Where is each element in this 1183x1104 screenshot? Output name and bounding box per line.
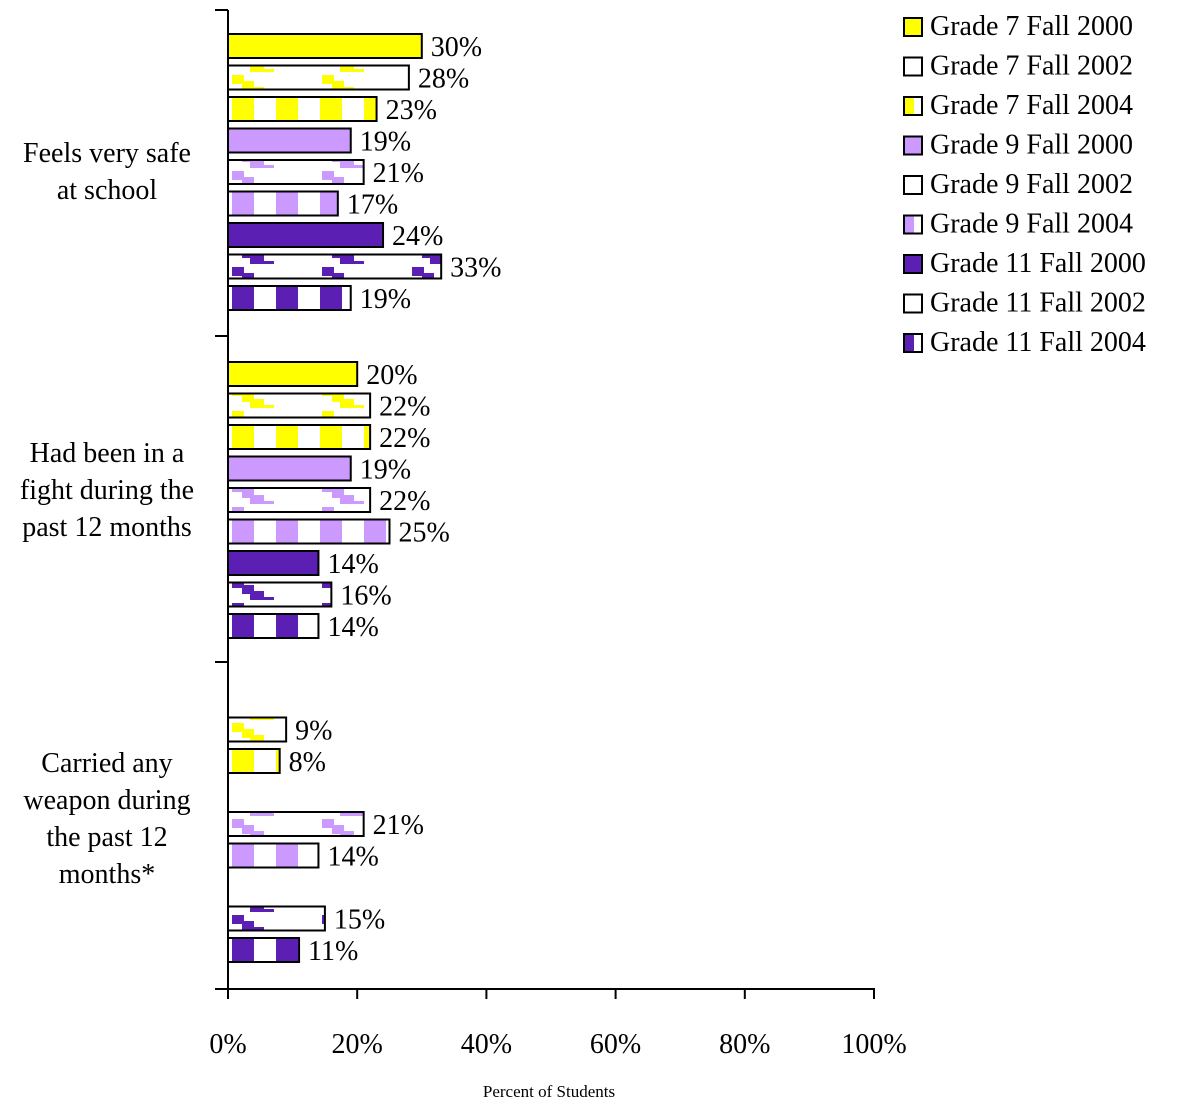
- legend-item-grade-11-fall-2000: Grade 11 Fall 2000: [903, 248, 1146, 279]
- value-label-grade-9-fall-2004-cat-1: 17%: [347, 190, 398, 221]
- bar-grade-11-fall-2004-cat-3: [227, 937, 301, 963]
- value-label-grade-11-fall-2004-cat-3: 11%: [308, 936, 358, 967]
- bar-grade-9-fall-2000-cat-2: [227, 455, 352, 482]
- bar-grade-11-fall-2004-cat-2: [227, 613, 320, 639]
- value-labels-layer: 30%28%23%19%21%17%24%33%19%20%22%22%19%2…: [289, 32, 502, 967]
- legend-item-grade-11-fall-2002: Grade 11 Fall 2002: [903, 288, 1146, 319]
- legend-label: Grade 9 Fall 2000: [930, 130, 1133, 161]
- bar-grade-11-fall-2004-cat-1: [227, 285, 352, 311]
- legend-label: Grade 11 Fall 2000: [930, 248, 1146, 279]
- legend-swatch: [903, 254, 923, 274]
- value-label-grade-7-fall-2000-cat-2: 20%: [366, 360, 417, 391]
- value-label-grade-7-fall-2004-cat-2: 22%: [379, 423, 430, 454]
- value-label-grade-7-fall-2004-cat-1: 23%: [386, 95, 437, 126]
- legend-swatch: [903, 175, 923, 195]
- bar-grade-9-fall-2004-cat-2: [227, 518, 391, 545]
- legend-label: Grade 7 Fall 2000: [930, 11, 1133, 42]
- bar-grade-7-fall-2002-cat-3: [227, 716, 288, 743]
- value-label-grade-9-fall-2002-cat-2: 22%: [379, 486, 430, 517]
- value-label-grade-11-fall-2004-cat-1: 19%: [360, 284, 411, 315]
- x-axis-title: Percent of Students: [483, 1082, 615, 1101]
- bar-grade-11-fall-2000-cat-2: [227, 550, 320, 576]
- value-label-grade-11-fall-2002-cat-2: 16%: [340, 581, 391, 612]
- legend-label: Grade 7 Fall 2004: [930, 90, 1133, 121]
- x-tick-label: 60%: [590, 1029, 641, 1060]
- legend-label: Grade 7 Fall 2002: [930, 51, 1133, 82]
- category-label-3: Carried any weapon during the past 12 month…: [23, 748, 190, 890]
- legend-swatch: [903, 17, 923, 37]
- value-label-grade-11-fall-2000-cat-1: 24%: [392, 221, 443, 252]
- bar-grade-7-fall-2002-cat-1: [227, 64, 410, 91]
- value-label-grade-7-fall-2004-cat-3: 8%: [289, 747, 326, 778]
- value-label-grade-11-fall-2004-cat-2: 14%: [327, 612, 378, 643]
- legend-item-grade-7-fall-2002: Grade 7 Fall 2002: [903, 51, 1133, 82]
- value-label-grade-7-fall-2002-cat-2: 22%: [379, 392, 430, 423]
- bar-grade-7-fall-2000-cat-1: [227, 33, 423, 59]
- bar-grade-7-fall-2004-cat-3: [227, 748, 281, 774]
- legend-item-grade-9-fall-2000: Grade 9 Fall 2000: [903, 130, 1133, 161]
- value-label-grade-9-fall-2002-cat-1: 21%: [373, 158, 424, 189]
- legend-swatch: [903, 214, 923, 235]
- bar-grade-7-fall-2004-cat-1: [227, 96, 378, 122]
- bar-grade-11-fall-2002-cat-2: [227, 581, 333, 608]
- value-label-grade-9-fall-2002-cat-3: 21%: [373, 810, 424, 841]
- legend-item-grade-9-fall-2004: Grade 9 Fall 2004: [903, 209, 1133, 240]
- x-tick-label: 80%: [719, 1029, 770, 1060]
- bar-grade-11-fall-2000-cat-1: [227, 222, 385, 248]
- legend-item-grade-9-fall-2002: Grade 9 Fall 2002: [903, 169, 1133, 200]
- x-tick-label: 0%: [209, 1029, 246, 1060]
- value-label-grade-11-fall-2002-cat-3: 15%: [334, 905, 385, 936]
- legend-swatch: [903, 135, 923, 156]
- category-label-1: Feels very safe at school: [23, 138, 191, 206]
- bar-grade-7-fall-2000-cat-2: [227, 361, 359, 387]
- legend-label: Grade 11 Fall 2002: [930, 288, 1146, 319]
- bar-grade-9-fall-2004-cat-3: [227, 842, 320, 869]
- bar-grade-9-fall-2004-cat-1: [227, 190, 339, 217]
- value-label-grade-9-fall-2004-cat-3: 14%: [327, 842, 378, 873]
- category-labels-layer: Feels very safe at school Had been in a fig…: [20, 138, 194, 890]
- x-tick-label: 100%: [841, 1029, 906, 1060]
- legend-item-grade-7-fall-2000: Grade 7 Fall 2000: [903, 11, 1133, 42]
- value-label-grade-11-fall-2002-cat-1: 33%: [450, 253, 501, 284]
- bar-grade-11-fall-2002-cat-1: [227, 253, 443, 280]
- legend: Grade 7 Fall 2000 Grade 7 Fall 2002 Grade …: [903, 11, 1146, 358]
- value-label-grade-7-fall-2002-cat-1: 28%: [418, 64, 469, 95]
- bar-grade-7-fall-2004-cat-2: [227, 424, 372, 450]
- value-label-grade-9-fall-2000-cat-2: 19%: [360, 455, 411, 486]
- bar-grade-9-fall-2002-cat-2: [227, 487, 372, 513]
- legend-swatch: [903, 333, 923, 353]
- legend-item-grade-11-fall-2004: Grade 11 Fall 2004: [903, 327, 1146, 358]
- legend-swatch: [903, 96, 923, 116]
- bar-grade-9-fall-2000-cat-1: [227, 127, 352, 154]
- bar-grade-9-fall-2002-cat-1: [227, 159, 365, 185]
- x-tick-label: 40%: [461, 1029, 512, 1060]
- bars-layer: [227, 33, 443, 963]
- value-label-grade-9-fall-2004-cat-2: 25%: [399, 518, 450, 549]
- value-label-grade-7-fall-2002-cat-3: 9%: [295, 716, 332, 747]
- value-label-grade-7-fall-2000-cat-1: 30%: [431, 32, 482, 63]
- value-label-grade-11-fall-2000-cat-2: 14%: [327, 549, 378, 580]
- bar-grade-11-fall-2002-cat-3: [227, 905, 326, 932]
- legend-item-grade-7-fall-2004: Grade 7 Fall 2004: [903, 90, 1133, 121]
- bar-grade-7-fall-2002-cat-2: [227, 392, 372, 419]
- value-label-grade-9-fall-2000-cat-1: 19%: [360, 127, 411, 158]
- bar-grade-9-fall-2002-cat-3: [227, 811, 365, 837]
- legend-swatch: [903, 56, 923, 77]
- legend-label: Grade 9 Fall 2002: [930, 169, 1133, 200]
- axes-layer: 0% 20% 40% 60% 80% 100%: [209, 9, 907, 1060]
- legend-swatch: [903, 293, 923, 314]
- legend-label: Grade 11 Fall 2004: [930, 327, 1146, 358]
- category-label-2: Had been in a fight during the past 12 mon…: [20, 438, 194, 543]
- x-tick-label: 20%: [332, 1029, 383, 1060]
- legend-label: Grade 9 Fall 2004: [930, 209, 1133, 240]
